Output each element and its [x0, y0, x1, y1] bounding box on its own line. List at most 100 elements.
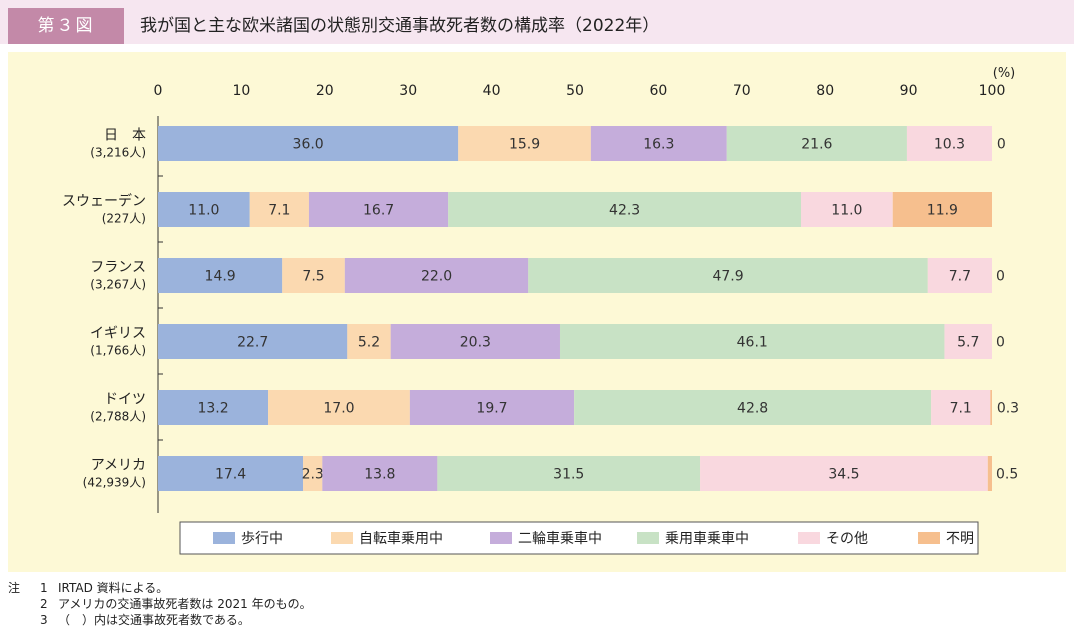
- data-label: 47.9: [712, 269, 743, 285]
- bar-segment: [158, 324, 348, 359]
- category-label: ドイツ: [104, 392, 146, 408]
- bar-segment: [347, 324, 391, 359]
- data-label: 22.7: [237, 335, 268, 351]
- data-label: 11.0: [188, 203, 219, 219]
- bar-segment: [303, 456, 323, 491]
- stacked-bar-chart: (%) 0 10 20 30 40 50 60 70 80 90 100 日 本 (3,216人) 36.0…: [62, 66, 1019, 555]
- bar-segment: [409, 390, 575, 425]
- bar-segment: [268, 390, 410, 425]
- data-label: 7.1: [268, 203, 290, 219]
- legend-label: 乗用車乗車中: [665, 530, 749, 547]
- data-label: 19.7: [476, 401, 507, 417]
- note-number: 2: [40, 597, 48, 611]
- figure-badge: 第３図: [8, 8, 124, 44]
- bar-segment: [944, 324, 992, 359]
- bar-segment: [344, 258, 529, 293]
- bar-segment: [458, 126, 591, 161]
- data-label: 11.9: [927, 203, 958, 219]
- data-label: 11.0: [831, 203, 862, 219]
- bar-segment: [322, 456, 438, 491]
- legend-swatch: [490, 532, 512, 544]
- bar-segment: [927, 258, 992, 293]
- x-tick-label: 20: [316, 83, 334, 99]
- data-label: 0.5: [996, 467, 1018, 483]
- note-text: アメリカの交通事故死者数は 2021 年のもの。: [58, 597, 312, 611]
- legend-label: 歩行中: [241, 531, 283, 547]
- data-label: 10.3: [934, 137, 965, 153]
- x-tick-label: 100: [979, 83, 1006, 99]
- legend-label: 自転車乗用中: [359, 530, 443, 547]
- data-label: 17.4: [215, 467, 246, 483]
- category-count-label: (42,939人): [83, 476, 146, 490]
- x-tick-label: 50: [566, 83, 584, 99]
- data-label: 20.3: [460, 335, 491, 351]
- data-label: 5.7: [957, 335, 979, 351]
- data-label: 0: [996, 269, 1005, 285]
- data-label: 15.9: [509, 137, 540, 153]
- legend-swatch: [331, 532, 353, 544]
- data-label: 42.8: [737, 401, 768, 417]
- data-label: 31.5: [553, 467, 584, 483]
- legend-label: その他: [826, 531, 868, 547]
- x-tick-label: 90: [900, 83, 918, 99]
- bar-segment: [726, 126, 907, 161]
- data-label: 46.1: [737, 335, 768, 351]
- data-label: 13.8: [364, 467, 395, 483]
- category-count-label: (3,267人): [90, 278, 146, 292]
- bar-segment: [158, 390, 269, 425]
- data-label: 0.3: [997, 401, 1019, 417]
- x-tick-label: 80: [816, 83, 834, 99]
- bar-segment: [990, 390, 992, 425]
- category-label: スウェーデン: [62, 193, 146, 210]
- category-label: 日 本: [104, 128, 146, 144]
- bar-segment: [559, 324, 945, 359]
- bar-segment: [700, 456, 988, 491]
- x-tick-label: 0: [154, 83, 163, 99]
- bar-segment: [574, 390, 932, 425]
- legend-swatch: [213, 532, 235, 544]
- legend-label: 二輪車乗車中: [518, 530, 602, 547]
- data-label: 22.0: [421, 269, 452, 285]
- bar-segment: [906, 126, 992, 161]
- note-number: 3: [40, 613, 48, 627]
- data-label: 13.2: [197, 401, 228, 417]
- data-label: 16.7: [363, 203, 394, 219]
- data-label: 7.7: [949, 269, 971, 285]
- data-label: 14.9: [205, 269, 236, 285]
- data-label: 42.3: [609, 203, 640, 219]
- x-tick-label: 10: [232, 83, 250, 99]
- bar-segment: [801, 192, 893, 227]
- legend-box: [179, 521, 979, 555]
- data-label: 0: [997, 137, 1006, 153]
- note-text: （ ）内は交通事故死者数である。: [58, 613, 250, 627]
- legend-swatch: [637, 532, 659, 544]
- note-text: IRTAD 資料による。: [58, 581, 169, 595]
- category-count-label: (3,216人): [90, 146, 146, 160]
- category-label: アメリカ: [91, 458, 146, 474]
- category-count-label: (1,766人): [90, 344, 146, 358]
- figure-header: 第３図 我が国と主な欧米諸国の状態別交通事故死者数の構成率（2022年）: [0, 0, 1074, 44]
- bar-segment: [158, 258, 283, 293]
- bar-segment: [987, 456, 992, 491]
- legend-swatch: [798, 532, 820, 544]
- bar-segment: [590, 126, 727, 161]
- bar-segment: [158, 192, 250, 227]
- bar-segment: [892, 192, 992, 227]
- category-label: イギリス: [90, 326, 146, 342]
- bar-segment: [158, 456, 304, 491]
- data-label: 2.3: [302, 467, 324, 483]
- data-label: 34.5: [828, 467, 859, 483]
- note-lead: 注: [8, 581, 21, 595]
- bar-segment: [249, 192, 309, 227]
- data-label: 36.0: [293, 137, 324, 153]
- x-tick-label: 30: [399, 83, 417, 99]
- axis-unit-label: (%): [993, 66, 1016, 81]
- plot-panel: (%) 0 10 20 30 40 50 60 70 80 90 100 日 本 (3,216人) 36.0…: [8, 52, 1066, 572]
- bar-segment: [390, 324, 560, 359]
- bar-segment: [437, 456, 701, 491]
- bar-segment: [308, 192, 449, 227]
- category-count-label: (2,788人): [90, 410, 146, 424]
- data-label: 16.3: [643, 137, 674, 153]
- x-tick-label: 70: [733, 83, 751, 99]
- legend-label: 不明: [946, 531, 974, 547]
